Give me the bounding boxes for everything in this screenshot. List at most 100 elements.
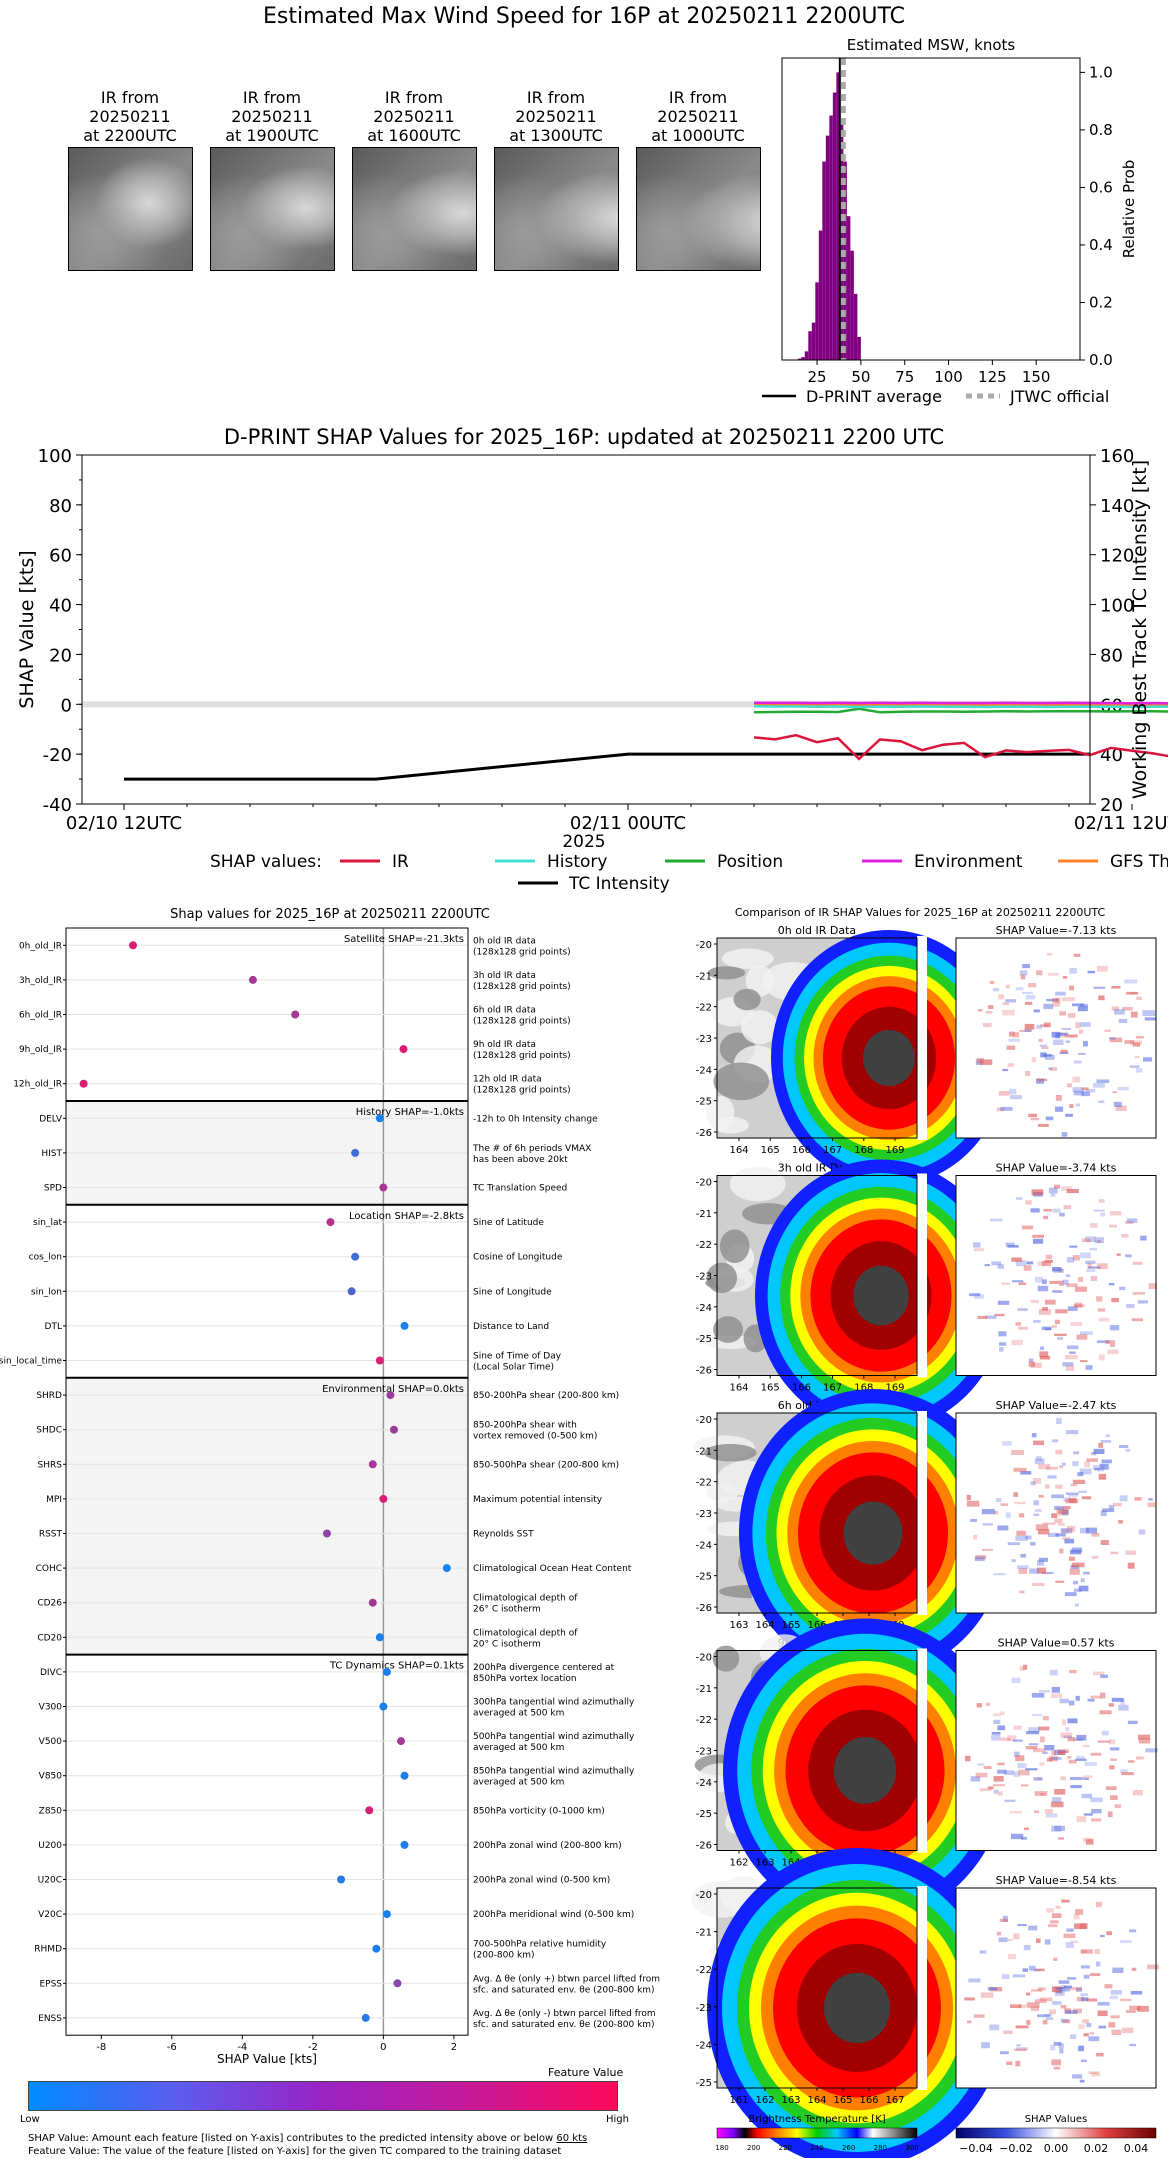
shap-pixel-cluster — [1028, 1114, 1037, 1117]
shap-pixel-cluster — [1051, 2059, 1061, 2065]
shap-pixel-cluster — [1059, 1213, 1065, 1217]
shap-pixel-cluster — [1084, 1813, 1093, 1815]
shap-pixel-cluster — [1019, 1591, 1025, 1594]
feature-plot-x-tick-label: -8 — [96, 2042, 106, 2053]
shap-pixel-cluster — [1088, 971, 1095, 974]
shap-pixel-cluster — [965, 1756, 971, 1761]
timeseries-x-tick-label: 02/11 00UTC — [570, 813, 686, 834]
shap-pixel-cluster — [999, 1342, 1006, 1345]
shap-pixel-cluster — [1066, 1274, 1071, 1277]
shap-pixel-cluster — [1039, 1762, 1044, 1765]
shap-pixel-cluster — [1039, 1558, 1048, 1562]
shap-pixel-cluster — [1051, 1757, 1061, 1760]
shap-pixel-cluster — [973, 1242, 980, 1247]
shap-pixel-cluster — [1029, 1743, 1039, 1745]
shap-pixel-cluster — [1072, 1077, 1079, 1083]
shap-pixel-cluster — [1067, 1346, 1078, 1350]
shap-pixel-cluster — [993, 1573, 1005, 1575]
feature-shap-dot — [376, 1114, 384, 1122]
shap-pixel-cluster — [1032, 1057, 1036, 1062]
shap-pixel-cluster — [1019, 1513, 1024, 1517]
shap-pixel-cluster — [1043, 2020, 1048, 2024]
shap-pixel-cluster — [980, 1059, 992, 1065]
shap-pixel-cluster — [974, 2014, 985, 2017]
feature-shap-dot — [369, 1460, 377, 1468]
ir-y-tick-label: -21 — [696, 1928, 712, 1939]
shap-pixel-cluster — [1078, 1006, 1088, 1011]
shap-pixel-cluster — [993, 1720, 1000, 1724]
shap-pixel-cluster — [999, 1937, 1008, 1942]
shap-pixel-cluster — [1065, 1499, 1078, 1503]
ir-y-tick-label: -22 — [696, 1478, 712, 1489]
shap-pixel-cluster — [981, 2042, 990, 2048]
legend-label-ir: IR — [392, 852, 409, 872]
shap-pixel-cluster — [1128, 1563, 1135, 1569]
shap-pixel-cluster — [1059, 1549, 1063, 1554]
shap-pixel-cluster — [1076, 1735, 1086, 1741]
shap-pixel-cluster — [1112, 1968, 1123, 1973]
shap-pixel-cluster — [978, 1009, 983, 1011]
ir-storm-band — [834, 1737, 896, 1804]
feature-name-label: 6h_old_IR — [19, 1011, 62, 1021]
feature-value-low-label: Low — [20, 2114, 40, 2125]
feature-shap-dot — [351, 1253, 359, 1261]
shap-pixel-cluster — [1047, 953, 1053, 956]
feature-description-line1: Avg. Δ θe (only +) btwn parcel lifted fr… — [473, 1974, 660, 1984]
shap-pixel-cluster — [1011, 1450, 1024, 1455]
shap-pixel-cluster — [1105, 1984, 1113, 1988]
shap-pixel-cluster — [1080, 2080, 1085, 2083]
shap-pixel-cluster — [967, 1495, 971, 1500]
feature-description-line2: (128x128 grid points) — [473, 1086, 571, 1096]
shap-pixel-cluster — [1111, 986, 1120, 989]
ir-x-tick-label: 165 — [761, 1145, 780, 1156]
shap-pixel-cluster — [1134, 1497, 1141, 1500]
shap-pixel-cluster — [1121, 1772, 1133, 1775]
ir-cloud-texture — [708, 966, 746, 979]
shap-pixel-cluster — [1070, 2034, 1076, 2039]
shap-pixel-cluster — [1081, 1949, 1093, 1953]
feature-name-label: sin_lat — [33, 1218, 62, 1228]
feature-shap-dot — [323, 1530, 331, 1538]
timeseries-y-tick-label: 60 — [49, 546, 72, 567]
shap-pixel-cluster — [1116, 1253, 1120, 1255]
satellite-image-title-line: at 1900UTC — [207, 126, 337, 145]
shap-pixel-cluster — [997, 1525, 1008, 1530]
shap-pixel-cluster — [1096, 1902, 1102, 1907]
shap-pixel-cluster — [1015, 1536, 1027, 1541]
shap-pixel-cluster — [1110, 1325, 1119, 1330]
shap-pixel-cluster — [1083, 1041, 1088, 1047]
feature-shap-dot — [401, 1772, 409, 1780]
shap-pixel-cluster — [1006, 2062, 1012, 2065]
shap-pixel-cluster — [1032, 1693, 1044, 1698]
legend-label-history: History — [547, 852, 607, 872]
feature-shap-dot — [291, 1011, 299, 1019]
shap-pixel-cluster — [1069, 968, 1077, 974]
shap-pixel-cluster — [1101, 1440, 1111, 1443]
shap-pixel-cluster — [1030, 1208, 1039, 1212]
shap-pixel-cluster — [1040, 1045, 1048, 1047]
shap-pixel-cluster — [1080, 1022, 1091, 1027]
shap-pixel-cluster — [1086, 1365, 1093, 1370]
shap-pixel-cluster — [1030, 1542, 1035, 1545]
shap-pixel-cluster — [1109, 1505, 1114, 1509]
satellite-image-title-line: at 1600UTC — [349, 126, 479, 145]
shap-pixel-cluster — [993, 1713, 1001, 1716]
feature-shap-dot — [337, 1876, 345, 1884]
feature-name-label: ENSS — [38, 2014, 62, 2024]
feature-description-line1: 200hPa meridional wind (0-500 km) — [473, 1910, 634, 1920]
shap-pixel-cluster — [1075, 1604, 1079, 1607]
shap-pixel-cluster — [1109, 1703, 1114, 1706]
shap-pixel-cluster — [1053, 1039, 1064, 1045]
feature-shap-dot — [390, 1426, 398, 1434]
shap-pixel-cluster — [1036, 970, 1042, 975]
ir-clip-mask — [917, 1649, 927, 1853]
timeseries-y-tick-label: 80 — [49, 496, 72, 517]
shap-pixel-cluster — [1096, 2053, 1104, 2057]
shap-pixel-cluster — [986, 1703, 990, 1706]
shap-pixel-cluster — [1009, 1089, 1016, 1094]
shap-pixel-cluster — [1097, 966, 1108, 972]
shap-pixel-cluster — [1026, 995, 1036, 999]
shap-pixel-cluster — [1035, 1509, 1042, 1512]
ir-y-tick-label: -20 — [696, 940, 712, 951]
histogram-bar — [819, 231, 823, 360]
